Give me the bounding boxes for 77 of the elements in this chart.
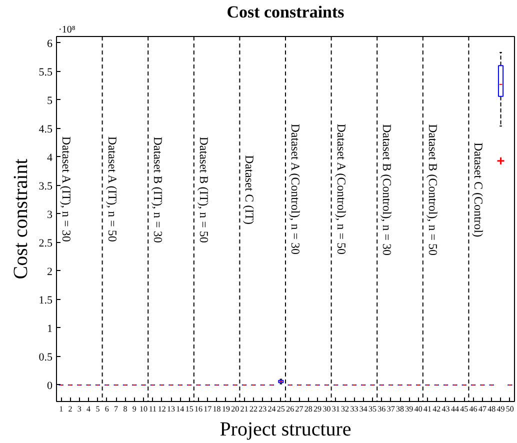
- y-tick-label: 0: [47, 380, 53, 392]
- x-axis-title: Project structure: [220, 418, 352, 440]
- x-tick-label: 21: [240, 404, 248, 414]
- y-tick-label: 2: [47, 266, 52, 278]
- x-tick-label: 36: [378, 404, 386, 414]
- x-tick-label: 40: [414, 404, 422, 414]
- x-tick-label: 6: [104, 404, 109, 414]
- y-tick-label: 4.5: [38, 123, 53, 136]
- x-tick-label: 29: [314, 404, 322, 414]
- x-tick-label: 47: [478, 404, 486, 414]
- x-tick-label: 38: [396, 404, 404, 414]
- y-tick-label: 2.5: [38, 237, 53, 250]
- x-tick-label: 17: [204, 404, 212, 414]
- y-axis-title: Cost constraint: [10, 158, 32, 280]
- y-tick-label: 3.5: [38, 180, 53, 192]
- x-tick-label: 10: [140, 404, 148, 414]
- x-tick-label: 39: [405, 404, 414, 414]
- x-tick-label: 44: [450, 404, 459, 414]
- x-tick-label: 7: [114, 404, 118, 414]
- y-tick-label: 1: [47, 322, 52, 335]
- x-tick-label: 19: [222, 404, 230, 414]
- text: ·10⁸: [58, 24, 76, 36]
- x-tick-label: 35: [368, 404, 377, 414]
- x-tick-label: 9: [132, 404, 136, 414]
- y-tick-label: 4: [47, 152, 53, 164]
- x-tick-label: 50: [506, 404, 514, 414]
- y-tick-label: 1.5: [38, 294, 53, 306]
- annotation: Dataset B (IT), n = 30: [151, 136, 166, 243]
- y-tick-label: 5: [47, 94, 53, 107]
- x-tick-label: 32: [341, 404, 350, 414]
- x-tick-label: 11: [148, 404, 157, 414]
- x-tick-label: 15: [185, 404, 194, 414]
- x-tick-label: 5: [96, 404, 100, 414]
- x-tick-label: 42: [432, 404, 441, 414]
- x-tick-label: 25: [276, 404, 285, 414]
- y-tick-label: 0.5: [38, 351, 53, 364]
- x-tick-label: 46: [469, 404, 478, 414]
- annotation: Dataset A (Control), n = 50: [334, 124, 348, 255]
- chart-title: Cost constraints: [226, 2, 345, 22]
- x-tick-label: 12: [158, 404, 166, 414]
- annotation: Dataset B (Control), n = 30: [380, 124, 394, 256]
- x-tick-label: 45: [460, 404, 468, 414]
- x-tick-label: 14: [176, 404, 184, 414]
- x-tick-label: 37: [386, 404, 395, 414]
- annotation: Dataset A (Control), n = 30: [288, 124, 302, 255]
- x-tick-label: 48: [488, 404, 496, 414]
- x-tick-label: 27: [295, 404, 304, 414]
- x-tick-label: 43: [442, 404, 450, 414]
- x-tick-label: 31: [332, 404, 340, 414]
- annotation: Dataset B (IT), n = 50: [196, 136, 211, 243]
- annotation: Dataset A (IT), n = 30: [60, 136, 74, 242]
- x-tick-label: 20: [231, 404, 240, 414]
- x-tick-label: 8: [123, 404, 128, 414]
- x-tick-label: 13: [167, 404, 175, 414]
- annotation: Dataset A (IT), n = 50: [105, 136, 120, 242]
- x-tick-label: 4: [86, 404, 91, 414]
- x-tick-label: 22: [249, 404, 258, 414]
- x-tick-label: 30: [322, 404, 331, 414]
- x-tick-label: 16: [194, 404, 202, 414]
- x-tick-label: 1: [59, 404, 64, 414]
- x-tick-label: 34: [359, 404, 368, 414]
- x-tick-label: 41: [423, 404, 432, 414]
- annotation: Dataset C (IT): [242, 155, 257, 224]
- x-tick-label: 3: [77, 404, 82, 414]
- x-tick-label: 28: [304, 404, 312, 414]
- x-tick-label: 26: [286, 404, 294, 414]
- y-tick-label: 3: [47, 208, 53, 221]
- y-tick-label: 5.5: [38, 66, 53, 78]
- x-tick-label: 23: [258, 404, 267, 414]
- annotation: Dataset B (Control), n = 50: [426, 124, 440, 256]
- y-tick-label: 6: [47, 38, 53, 50]
- x-tick-label: 18: [212, 404, 221, 414]
- annotation: Dataset C (Control): [472, 142, 486, 238]
- x-tick-label: 33: [350, 404, 358, 414]
- x-tick-label: 24: [268, 404, 276, 414]
- x-tick-label: 2: [68, 404, 72, 414]
- x-tick-label: 49: [496, 404, 505, 414]
